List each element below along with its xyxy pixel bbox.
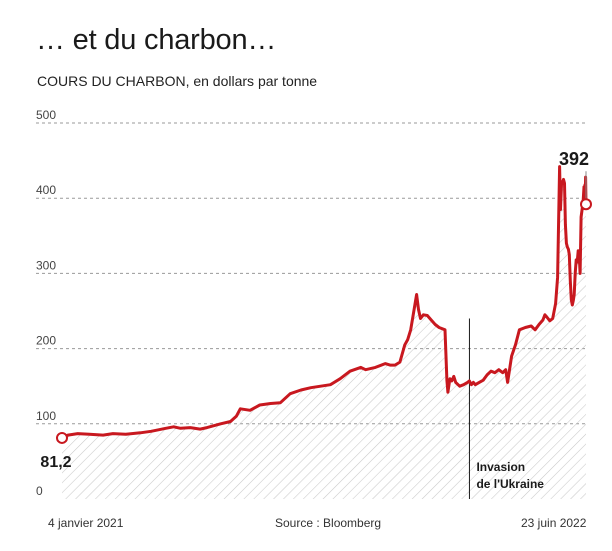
source-label: Source : Bloomberg (275, 516, 382, 530)
y-tick-300: 300 (36, 258, 56, 272)
x-start-label: 4 janvier 2021 (48, 516, 124, 530)
end-value-label: 392 (559, 149, 589, 169)
end-point-marker (580, 198, 592, 211)
y-tick-400: 400 (36, 183, 56, 197)
y-tick-labels: 0 100 200 300 400 500 (36, 108, 56, 498)
event-label-line2: de l'Ukraine (476, 477, 544, 491)
y-tick-200: 200 (36, 334, 56, 348)
start-point-marker (56, 431, 68, 444)
x-end-label: 23 juin 2022 (521, 516, 587, 530)
y-tick-0: 0 (36, 484, 43, 498)
chart-subtitle: COURS DU CHARBON, en dollars par tonne (37, 73, 318, 89)
start-value-label: 81,2 (40, 454, 71, 471)
chart-title: … et du charbon… (36, 24, 277, 56)
y-tick-100: 100 (36, 409, 56, 423)
price-area-fill (62, 166, 586, 499)
event-label-line1: Invasion (476, 460, 525, 474)
price-series-line (60, 165, 588, 440)
y-tick-500: 500 (36, 108, 56, 122)
